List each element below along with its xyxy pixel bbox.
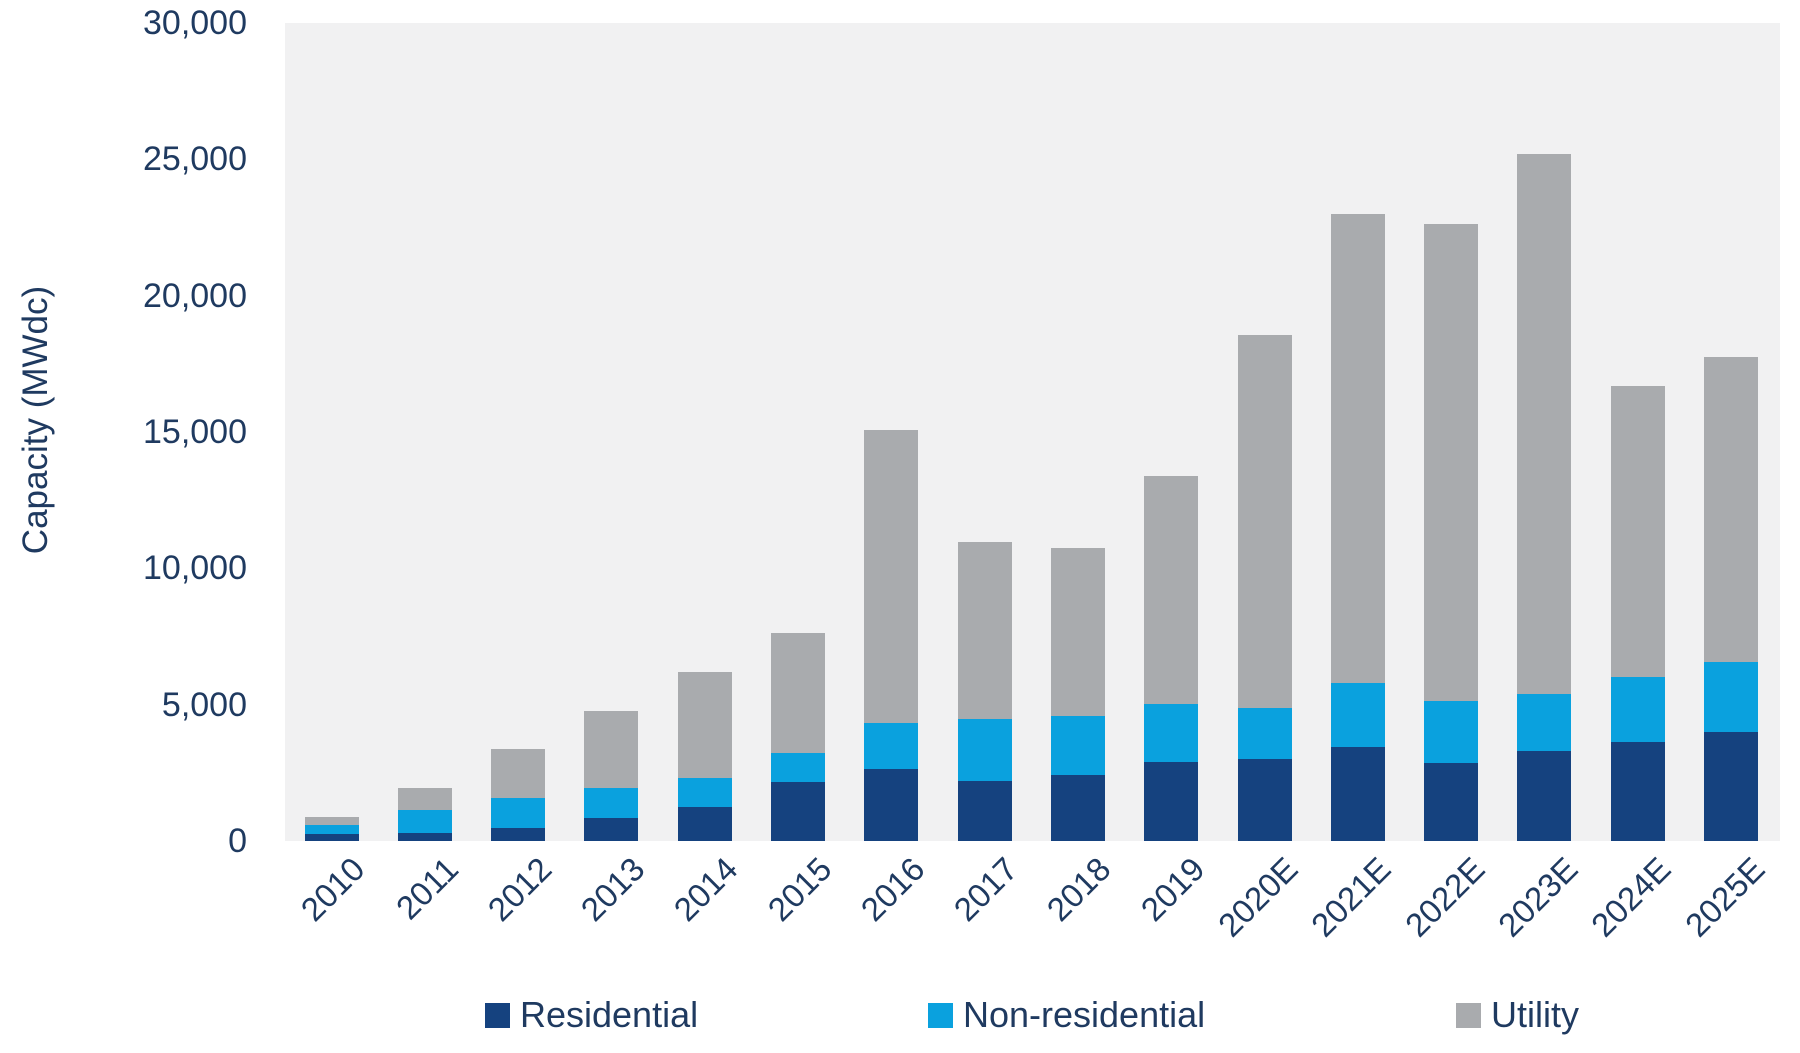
- y-tick-label: 30,000: [143, 4, 247, 42]
- bar-segment-non-residential: [1704, 662, 1758, 732]
- bar-segment-utility: [1424, 223, 1479, 701]
- legend-item-utility: Utility: [1456, 994, 1579, 1036]
- stacked-bar-2017: [957, 542, 1012, 841]
- bar-segment-residential: [771, 781, 825, 841]
- bar-segment-utility: [491, 748, 546, 798]
- y-tick-label: 20,000: [143, 276, 247, 315]
- bar-segment-utility: [397, 787, 452, 811]
- bar-segment-non-residential: [957, 718, 1012, 782]
- y-tick-label: 15,000: [143, 413, 247, 451]
- x-tick-label-2025E: 2025E: [1677, 850, 1772, 944]
- legend-swatch-icon: [1456, 1002, 1481, 1028]
- legend-item-residential: Residential: [485, 994, 698, 1036]
- legend-swatch-icon: [928, 1002, 953, 1028]
- legend-item-non-residential: Non-residential: [928, 994, 1205, 1036]
- stacked-bar-2025E: [1704, 356, 1758, 841]
- bar-segment-utility: [1330, 213, 1385, 683]
- legend-label: Utility: [1491, 994, 1579, 1035]
- bar-segment-utility: [1144, 475, 1199, 705]
- x-tick-label-2015: 2015: [760, 850, 839, 929]
- bar-segment-utility: [1517, 154, 1572, 695]
- stacked-bar-2014: [677, 671, 732, 841]
- bar-segment-residential: [864, 769, 919, 841]
- bar-segment-non-residential: [304, 825, 359, 835]
- legend-label: Non-residential: [963, 994, 1206, 1035]
- stacked-bar-2018: [1050, 548, 1105, 841]
- bar-segment-residential: [1050, 775, 1105, 841]
- stacked-bar-2011: [397, 787, 452, 841]
- bar-segment-utility: [584, 710, 639, 788]
- bar-segment-utility: [864, 429, 919, 723]
- bar-segment-residential: [1144, 762, 1199, 841]
- bar-segment-residential: [1237, 759, 1292, 841]
- bar-segment-residential: [1610, 742, 1665, 841]
- bar-segment-residential: [397, 832, 452, 841]
- bar-segment-non-residential: [677, 777, 732, 807]
- x-tick-label-2023E: 2023E: [1490, 850, 1585, 944]
- bar-segment-utility: [771, 633, 825, 754]
- bar-segment-residential: [1424, 763, 1479, 841]
- bar-segment-non-residential: [1517, 694, 1572, 752]
- x-tick-label-2011: 2011: [388, 850, 465, 927]
- bar-segment-residential: [584, 818, 639, 841]
- legend-label: Residential: [520, 994, 699, 1035]
- stacked-bar-2022E: [1424, 223, 1479, 841]
- legend-swatch-icon: [485, 1002, 510, 1028]
- x-tick-label-2017: 2017: [946, 850, 1025, 929]
- bar-segment-utility: [1610, 386, 1665, 678]
- bar-segment-residential: [677, 806, 732, 841]
- bar-segment-utility: [1050, 548, 1105, 716]
- bar-segment-non-residential: [397, 810, 452, 833]
- x-tick-label-2024E: 2024E: [1584, 850, 1678, 944]
- stacked-bar-2020E: [1237, 335, 1292, 841]
- bar-segment-non-residential: [1424, 700, 1479, 764]
- y-tick-label: 0: [228, 822, 247, 860]
- bar-segment-non-residential: [1237, 707, 1292, 760]
- stacked-bar-2015: [771, 633, 825, 841]
- bar-segment-utility: [957, 542, 1012, 719]
- bar-segment-utility: [677, 671, 732, 778]
- stacked-bar-2019: [1144, 475, 1199, 841]
- bar-segment-utility: [1237, 335, 1292, 708]
- stacked-bar-2016: [864, 429, 919, 841]
- stacked-bar-2021E: [1330, 213, 1385, 841]
- y-tick-label: 25,000: [143, 140, 247, 179]
- bar-segment-non-residential: [864, 722, 919, 770]
- x-tick-label-2021E: 2021E: [1304, 850, 1398, 944]
- bar-segment-residential: [491, 827, 546, 841]
- bar-segment-non-residential: [1610, 677, 1665, 743]
- y-tick-label: 5,000: [161, 685, 247, 724]
- bar-segment-residential: [957, 781, 1012, 841]
- x-tick-label-2018: 2018: [1039, 850, 1119, 929]
- bar-segment-non-residential: [1330, 682, 1385, 747]
- bar-segment-residential: [1704, 731, 1758, 841]
- bar-segment-residential: [1517, 751, 1572, 841]
- stacked-bar-2012: [491, 748, 546, 841]
- bar-segment-non-residential: [584, 787, 639, 819]
- plot-area: [285, 23, 1780, 841]
- x-tick-label-2019: 2019: [1133, 850, 1212, 929]
- stacked-bar-2023E: [1517, 154, 1572, 841]
- bar-segment-residential: [304, 834, 359, 841]
- bar-segment-non-residential: [771, 753, 825, 782]
- bar-segment-non-residential: [491, 797, 546, 828]
- x-tick-label-2014: 2014: [666, 850, 745, 929]
- stacked-bar-2013: [584, 710, 639, 841]
- stacked-bar-2024E: [1610, 386, 1665, 841]
- bar-segment-non-residential: [1050, 715, 1105, 776]
- x-tick-label-2012: 2012: [480, 850, 559, 929]
- y-tick-label: 10,000: [143, 549, 247, 588]
- bar-segment-utility: [304, 816, 359, 826]
- bar-segment-non-residential: [1144, 704, 1199, 763]
- stacked-bar-2010: [304, 816, 359, 841]
- x-tick-label-2020E: 2020E: [1211, 850, 1305, 944]
- x-tick-label-2016: 2016: [853, 850, 932, 929]
- bar-segment-residential: [1330, 746, 1385, 841]
- x-tick-label-2022E: 2022E: [1397, 850, 1492, 944]
- x-tick-label-2010: 2010: [293, 850, 372, 929]
- x-tick-label-2013: 2013: [573, 850, 652, 929]
- bar-segment-utility: [1704, 356, 1758, 663]
